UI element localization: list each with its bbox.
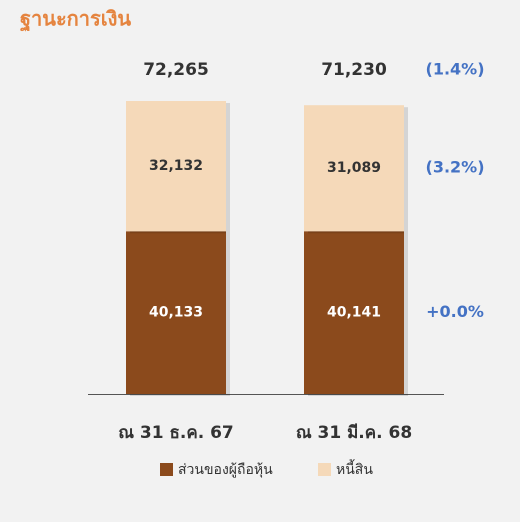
change-label: +0.0%: [426, 302, 484, 321]
bar-segment: [126, 101, 226, 232]
change-label: (1.4%): [426, 60, 485, 79]
bar-segment: [304, 231, 404, 394]
legend-swatch: [318, 463, 331, 476]
change-label: (3.2%): [426, 158, 485, 177]
total-label: 72,265: [143, 60, 209, 80]
total-label: 71,230: [321, 60, 387, 80]
x-tick-label: ณ 31 ธ.ค. 67: [118, 423, 234, 443]
value-label: 40,141: [327, 305, 381, 321]
legend-label: หนี้สิน: [336, 459, 373, 478]
legend-label: ส่วนของผู้ถือหุ้น: [178, 462, 273, 478]
bar-segment: [304, 105, 404, 232]
value-label: 40,133: [149, 305, 203, 321]
value-label: 32,132: [149, 158, 203, 174]
bar-segment: [126, 231, 226, 394]
value-label: 31,089: [327, 160, 381, 176]
x-tick-label: ณ 31 มี.ค. 68: [296, 422, 412, 443]
chart-title: ฐานะการเงิน: [20, 7, 131, 33]
legend-swatch: [160, 463, 173, 476]
